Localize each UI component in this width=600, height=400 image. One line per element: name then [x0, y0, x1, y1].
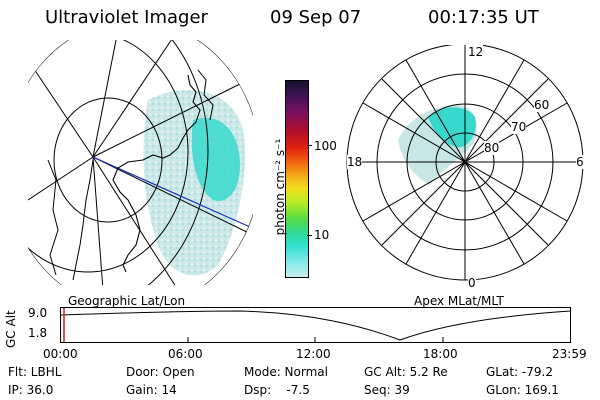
track-line — [92, 156, 251, 228]
right-panel-caption: Apex MLat/MLT — [414, 294, 504, 308]
status-ip: IP: 36.0 — [8, 383, 54, 397]
lat-circle — [53, 97, 163, 223]
time-label: 00:17:35 UT — [428, 7, 539, 28]
geographic-map — [28, 40, 253, 285]
instrument-title: Ultraviolet Imager — [45, 7, 208, 28]
meridian-line — [92, 156, 179, 285]
meridian-line — [92, 40, 119, 158]
timeline-x-tick: 18:00 — [423, 347, 458, 361]
timeline-x-tick: 00:00 — [43, 347, 78, 361]
mlt-label-12: 12 — [468, 45, 484, 59]
date-label: 09 Sep 07 — [270, 7, 362, 28]
altitude-timeline — [60, 307, 571, 343]
colorbar-tick-label: 10 — [314, 228, 330, 242]
status-door: Door: Open — [126, 365, 195, 379]
colorbar-tick — [307, 235, 312, 236]
coastline — [197, 69, 214, 121]
mlt-label-6: 6 — [576, 155, 584, 169]
mlt-line — [362, 102, 568, 222]
meridian-line — [28, 59, 94, 158]
lat-label-60: 60 — [534, 98, 550, 112]
meridian-line — [92, 156, 104, 285]
lat-label-70: 70 — [511, 120, 527, 134]
status-gain: Gain: 14 — [126, 383, 177, 397]
timeline-y-tick: 9.0 — [28, 306, 48, 320]
coastline — [47, 159, 59, 276]
colorbar-label: photon cm⁻² s⁻¹ — [273, 138, 287, 236]
timeline-axis-label: GC Alt — [4, 310, 18, 348]
aurora-bright-region — [191, 117, 240, 201]
status-glat: GLat: -79.2 — [486, 365, 553, 379]
meridian-line — [28, 156, 94, 201]
left-panel-caption: Geographic Lat/Lon — [68, 294, 186, 308]
meridian-line — [92, 79, 249, 158]
coastline — [72, 159, 94, 281]
meridian-line — [92, 40, 179, 158]
timeline-x-tick: 12:00 — [296, 347, 331, 361]
timeline-x-tick: 23:59 — [552, 347, 587, 361]
status-filter: Flt: LBHL — [8, 365, 62, 379]
lat-label-80: 80 — [484, 141, 500, 155]
mlt-label-0: 0 — [468, 276, 476, 290]
timeline-x-tick: 06:00 — [168, 347, 203, 361]
coastline — [112, 74, 201, 273]
lat-circle — [28, 40, 189, 273]
timeline-y-tick: 1.8 — [28, 326, 48, 340]
colorbar — [285, 80, 309, 278]
status-gc-alt: GC Alt: 5.2 Re — [364, 365, 448, 379]
meridian-line — [92, 156, 253, 236]
mlt-label-18: 18 — [347, 155, 363, 169]
polar-plot — [346, 45, 584, 281]
status-mode: Mode: Normal — [244, 365, 328, 379]
lat-circle — [28, 40, 209, 285]
status-seq: Seq: 39 — [364, 383, 410, 397]
colorbar-tick-label: 100 — [314, 139, 337, 153]
status-glon: GLon: 169.1 — [486, 383, 559, 397]
colorbar-tick — [307, 145, 312, 146]
altitude-curve — [60, 310, 571, 341]
aurora-bright-region — [428, 107, 476, 148]
status-dsp: Dsp: -7.5 — [244, 383, 310, 397]
